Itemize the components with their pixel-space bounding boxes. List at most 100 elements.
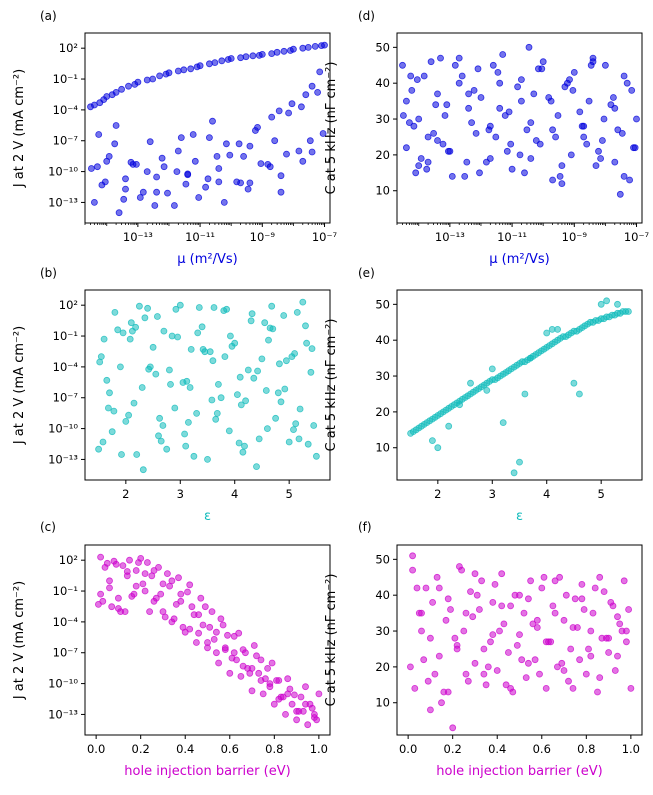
data-point (253, 463, 260, 471)
x-tick-label: 2 (122, 487, 129, 501)
data-point (468, 119, 476, 126)
data-point (308, 148, 316, 156)
data-point (187, 65, 195, 73)
y-tick-label: 10 (375, 441, 390, 455)
data-point (118, 451, 125, 458)
data-point (235, 140, 243, 148)
data-point (199, 345, 207, 353)
data-point (146, 138, 154, 146)
data-point (592, 162, 600, 170)
x-tick-label: 3 (177, 487, 184, 501)
data-point (420, 656, 428, 664)
data-point (540, 573, 548, 581)
data-point (599, 137, 606, 144)
data-point (127, 319, 135, 327)
data-point (277, 172, 285, 180)
data-point (268, 113, 276, 121)
data-point (543, 329, 551, 337)
data-point (623, 638, 630, 646)
data-point (408, 87, 416, 94)
data-point (464, 677, 472, 685)
data-point (507, 365, 515, 373)
data-point (503, 147, 511, 155)
x-axis-label: μ (m²/Vs) (177, 252, 237, 267)
data-point (618, 129, 626, 137)
data-point (496, 627, 503, 635)
data-point (271, 137, 279, 145)
data-point (296, 405, 304, 413)
data-point (192, 639, 200, 646)
data-point (551, 577, 559, 585)
data-point (522, 674, 530, 681)
data-point (518, 76, 525, 83)
data-point (152, 370, 160, 378)
data-point (428, 437, 436, 445)
data-point (135, 559, 142, 566)
data-point (288, 353, 296, 361)
x-tick-label: 10⁻⁷ (624, 230, 650, 244)
y-tick-label: 10 (375, 696, 390, 710)
scatter-series (406, 552, 635, 732)
data-point (145, 365, 153, 373)
data-point (523, 126, 531, 134)
data-point (486, 122, 494, 130)
data-point (474, 65, 482, 73)
data-point (516, 458, 523, 466)
data-point (444, 147, 452, 155)
x-tick-label: 10⁻¹³ (435, 230, 465, 244)
data-point (435, 584, 443, 592)
data-point (177, 134, 185, 142)
data-point (449, 724, 457, 732)
data-point (284, 690, 292, 698)
data-point (444, 688, 452, 696)
data-point (499, 419, 507, 427)
data-point (253, 652, 260, 660)
x-tick-label: 10⁻⁹ (250, 230, 276, 244)
data-point (112, 560, 120, 568)
data-point (518, 656, 526, 664)
data-point (507, 602, 515, 610)
data-point (205, 134, 213, 142)
data-point (208, 608, 216, 615)
data-point (297, 103, 305, 111)
data-point (237, 179, 245, 187)
data-point (204, 455, 211, 463)
data-point (498, 602, 506, 610)
data-point (447, 403, 455, 410)
y-tick-label: 10⁻⁴ (53, 615, 79, 629)
x-tick-label: 1.0 (622, 742, 640, 756)
data-point (310, 422, 318, 429)
data-point (611, 158, 619, 166)
data-point (623, 627, 630, 635)
data-point (571, 595, 579, 603)
data-point (236, 373, 244, 381)
data-point (151, 202, 159, 209)
data-point (405, 119, 413, 126)
data-point (133, 451, 141, 458)
data-point (262, 387, 270, 394)
data-point (585, 645, 592, 653)
data-point (444, 595, 452, 603)
data-point (565, 677, 572, 685)
data-point (564, 79, 571, 87)
data-point (424, 158, 432, 166)
scatter-series (407, 297, 632, 477)
data-point (150, 567, 158, 574)
data-point (477, 94, 485, 101)
data-point (549, 602, 557, 610)
data-point (605, 649, 612, 656)
data-point (108, 428, 116, 436)
data-point (413, 76, 421, 83)
data-point (567, 645, 575, 653)
data-point (235, 629, 243, 637)
data-point (462, 609, 470, 617)
x-axis-label: hole injection barrier (eV) (124, 764, 290, 779)
data-point (153, 188, 161, 196)
data-point (214, 380, 222, 388)
x-tick-label: 10⁻¹³ (123, 230, 153, 244)
data-point (299, 157, 307, 165)
x-tick-label: 0.2 (132, 742, 150, 756)
data-point (208, 396, 216, 404)
data-point (476, 169, 483, 177)
data-point (101, 564, 109, 571)
